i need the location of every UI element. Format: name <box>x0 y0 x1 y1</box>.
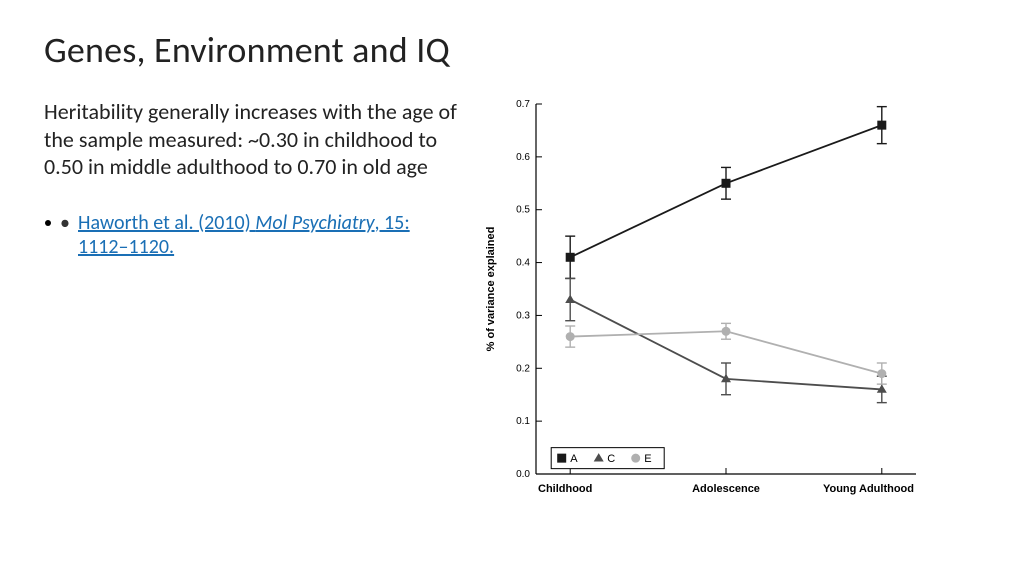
intro-paragraph: Heritability generally increases with th… <box>44 98 458 181</box>
svg-text:0.1: 0.1 <box>516 416 530 427</box>
variance-chart: 0.0 0.1 0.2 0.3 0.4 0.5 0.6 0.7 Childhood Adolesc… <box>474 90 934 525</box>
left-column: Heritability generally increases with th… <box>44 98 474 259</box>
svg-text:0.4: 0.4 <box>516 258 530 269</box>
svg-text:0.7: 0.7 <box>516 99 530 110</box>
page-title: Genes, Environment and IQ <box>44 28 980 72</box>
svg-text:0.2: 0.2 <box>516 363 530 374</box>
legend: ACE <box>551 448 664 469</box>
svg-text:0.5: 0.5 <box>516 205 530 216</box>
svg-text:0.6: 0.6 <box>516 152 530 163</box>
slide: Genes, Environment and IQ Heritability g… <box>0 0 1024 576</box>
chart-svg: 0.0 0.1 0.2 0.3 0.4 0.5 0.6 0.7 Childhood Adolesc… <box>474 90 934 520</box>
body-row: Heritability generally increases with th… <box>44 98 980 259</box>
right-column: 0.00.10.20.30.40.50.60.7ChildhoodAdolesc… <box>474 98 980 259</box>
svg-text:Young Adulthood: Young Adulthood <box>823 483 914 495</box>
citation-item: Haworth et al. (2010) Mol Psychiatry, 15… <box>64 211 458 259</box>
svg-text:E: E <box>644 453 651 465</box>
svg-text:0.3: 0.3 <box>516 310 530 321</box>
svg-text:% of variance explained: % of variance explained <box>485 227 497 352</box>
citation-list: Haworth et al. (2010) Mol Psychiatry, 15… <box>44 211 458 259</box>
citation-link[interactable]: Haworth et al. (2010) Mol Psychiatry, 15… <box>78 211 410 259</box>
svg-text:A: A <box>570 453 578 465</box>
svg-text:Adolescence: Adolescence <box>692 483 760 495</box>
citation-journal: Mol Psychiatry <box>255 211 374 235</box>
svg-text:Childhood: Childhood <box>538 483 592 495</box>
citation-prefix: Haworth et al. (2010) <box>78 211 255 235</box>
svg-text:C: C <box>607 453 615 465</box>
svg-text:0.0: 0.0 <box>516 469 530 480</box>
